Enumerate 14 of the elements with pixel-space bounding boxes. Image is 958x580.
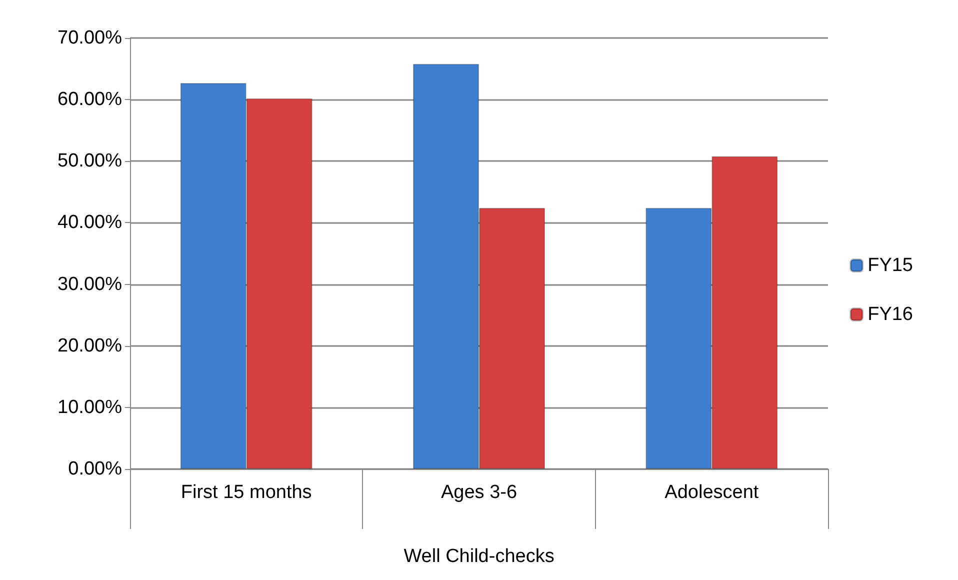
x-tick-label: First 15 months xyxy=(180,482,312,503)
y-tick-label: 70.00% xyxy=(58,28,122,48)
y-tick-label: 50.00% xyxy=(58,150,122,172)
y-tick-label: 20.00% xyxy=(58,335,122,356)
y-tick-label: 0.00% xyxy=(68,458,122,480)
x-axis-title: Well Child-checks xyxy=(404,546,554,567)
y-tick-label: 30.00% xyxy=(58,274,122,295)
y-tick-label: 10.00% xyxy=(58,396,122,418)
y-tick-label: 60.00% xyxy=(58,89,122,110)
x-tick-label: Adolescent xyxy=(664,482,760,503)
legend-label: FY15 xyxy=(868,255,914,276)
x-tick-label: Ages 3-6 xyxy=(440,482,518,503)
legend-label: FY16 xyxy=(868,304,914,325)
y-tick-label: 40.00% xyxy=(58,212,122,234)
